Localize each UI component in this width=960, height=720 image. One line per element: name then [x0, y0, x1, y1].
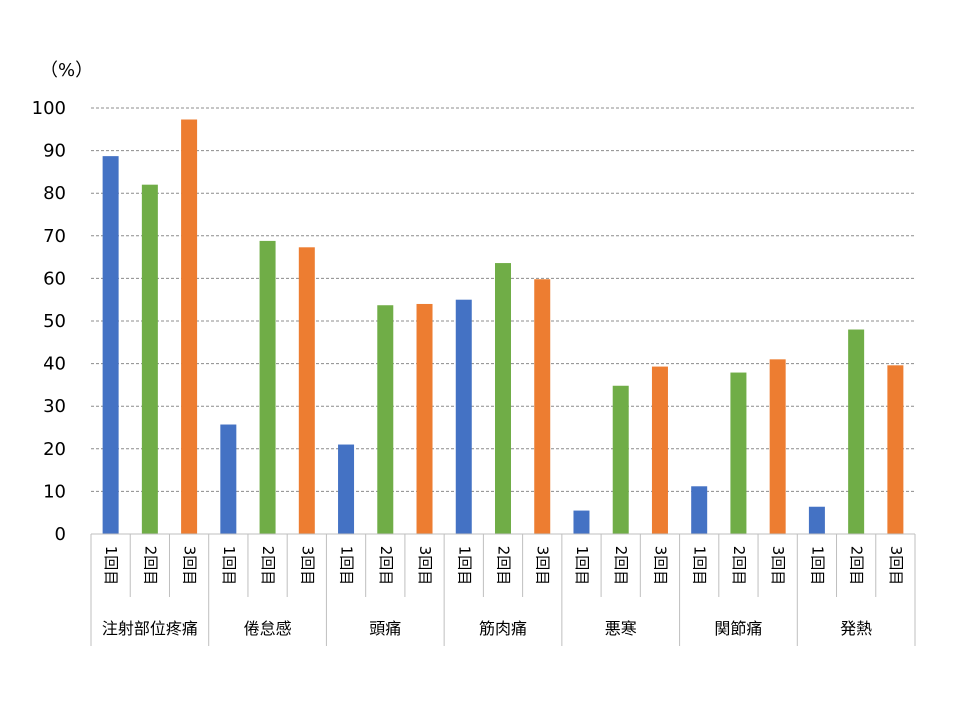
bar	[338, 444, 355, 534]
dose-label: 1回目	[102, 546, 120, 586]
dose-label: 3回目	[181, 546, 199, 586]
category-label: 注射部位疼痛	[102, 619, 198, 638]
dose-label: 1回目	[338, 546, 356, 586]
y-tick-label: 70	[43, 226, 66, 247]
bar	[808, 506, 825, 534]
y-tick-label: 30	[43, 396, 66, 417]
bar	[612, 385, 629, 534]
dose-label: 1回目	[691, 546, 709, 586]
dose-label: 2回目	[141, 546, 159, 586]
y-tick-label: 40	[43, 354, 66, 375]
bar	[651, 366, 668, 534]
y-tick-label: 90	[43, 141, 66, 162]
y-tick-label: 10	[43, 481, 66, 502]
dose-label: 3回目	[534, 546, 552, 586]
bar	[573, 510, 590, 534]
bar	[887, 365, 904, 534]
dose-label: 3回目	[887, 546, 905, 586]
dose-label: 3回目	[769, 546, 787, 586]
dose-label: 3回目	[298, 546, 316, 586]
dose-label: 2回目	[259, 546, 277, 586]
category-label: 倦怠感	[244, 619, 292, 638]
bar	[102, 156, 119, 534]
dose-label: 2回目	[848, 546, 866, 586]
dose-label: 1回目	[573, 546, 591, 586]
bar	[691, 486, 708, 534]
dose-label: 2回目	[612, 546, 630, 586]
dose-label: 1回目	[808, 546, 826, 586]
bar	[416, 303, 433, 534]
y-axis-unit-label: （%）	[40, 60, 93, 81]
y-tick-label: 100	[32, 98, 66, 119]
y-tick-label: 50	[43, 311, 66, 332]
bar	[848, 329, 865, 534]
bar	[141, 184, 158, 534]
bar	[377, 305, 394, 534]
dose-label: 1回目	[220, 546, 238, 586]
category-label: 関節痛	[714, 619, 762, 638]
category-label: 頭痛	[369, 619, 401, 638]
dose-label: 3回目	[651, 546, 669, 586]
category-label: 発熱	[840, 619, 872, 638]
category-label: 悪寒	[605, 619, 637, 638]
dose-label: 2回目	[495, 546, 513, 586]
y-axis-ticks: 0 10 20 30 40 50 60 70 80 90 100	[32, 98, 66, 545]
y-tick-label: 80	[43, 183, 66, 204]
dose-label: 2回目	[377, 546, 395, 586]
category-label: 筋肉痛	[479, 619, 527, 638]
bar	[181, 119, 198, 534]
dose-label: 2回目	[730, 546, 748, 586]
bar	[298, 247, 315, 534]
bar	[220, 424, 237, 534]
y-tick-label: 0	[55, 524, 66, 545]
y-tick-label: 20	[43, 439, 66, 460]
bar	[730, 372, 747, 534]
dose-label: 3回目	[416, 546, 434, 586]
bars	[102, 119, 904, 535]
bar	[769, 359, 786, 534]
bar	[259, 240, 276, 535]
dose-label: 1回目	[455, 546, 473, 586]
y-tick-label: 60	[43, 268, 66, 289]
bar	[455, 299, 472, 534]
bar	[495, 263, 511, 534]
bar	[534, 279, 551, 534]
